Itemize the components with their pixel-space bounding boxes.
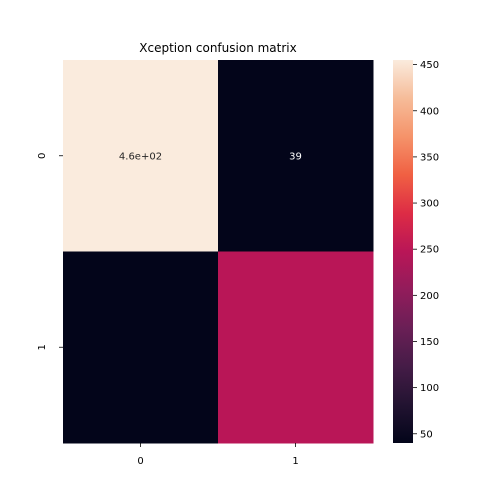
heatmap-cell-0-0 [63,60,219,252]
heatmap-cell-0-1 [218,60,374,252]
y-tick-label-0: 0 [37,153,48,159]
cell-annotation-0-1: 39 [289,151,302,162]
chart-title: Xception confusion matrix [139,41,296,55]
cell-annotation-0-0: 4.6e+02 [119,151,162,162]
colorbar [393,60,413,443]
heatmap-cell-1-0 [63,251,219,444]
colorbar-tick-label-2: 150 [420,337,439,348]
heatmap-cell-1-1 [218,251,374,444]
colorbar-tick-label-0: 50 [420,429,433,440]
heatmap-annotations: 4.6e+02 39 [119,151,302,162]
colorbar-tick-label-3: 200 [420,291,439,302]
colorbar-tick-label-6: 350 [420,152,439,163]
x-tick-label-1: 1 [292,456,298,467]
colorbar-axis: 50 100 150 200 250 300 350 400 450 [413,60,439,440]
y-axis: 01 [37,153,63,350]
colorbar-tick-label-8: 450 [420,60,439,71]
x-tick-label-0: 0 [137,456,143,467]
colorbar-tick-label-7: 400 [420,106,439,117]
heatmap-cells [63,60,374,444]
colorbar-tick-label-1: 100 [420,383,439,394]
y-tick-label-1: 1 [37,344,48,350]
colorbar-tick-label-5: 300 [420,199,439,210]
colorbar-tick-label-4: 250 [420,245,439,256]
